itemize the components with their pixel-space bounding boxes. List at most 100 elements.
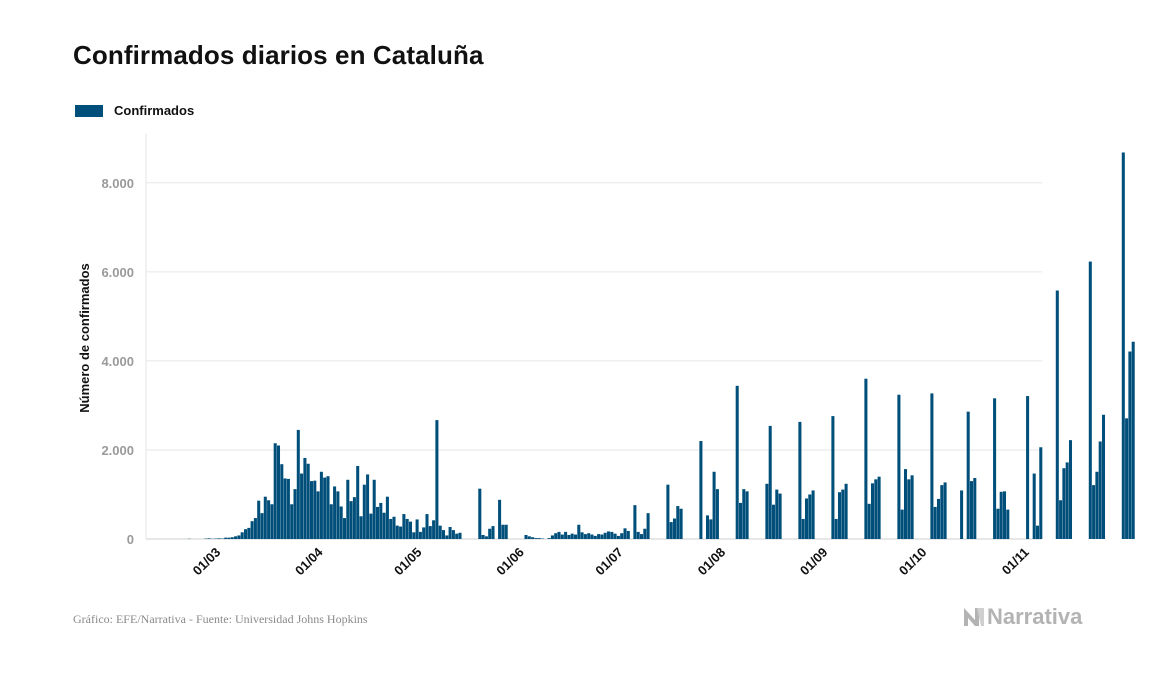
bar: [362, 484, 366, 539]
bar: [560, 534, 564, 539]
axis-layer: 0 2.000 4.000 6.000 8.000 01/03 01/04 01/05 01/0…: [101, 134, 1032, 579]
bar: [669, 522, 673, 539]
bar: [422, 527, 426, 539]
y-tick-label: 0: [127, 532, 134, 547]
bar: [583, 534, 587, 539]
bar: [577, 524, 581, 539]
bar: [313, 480, 317, 539]
bar: [610, 531, 614, 539]
bar: [633, 505, 637, 539]
bar: [1128, 351, 1132, 539]
bar: [623, 528, 627, 539]
bar: [356, 465, 360, 539]
bar: [369, 513, 373, 539]
bar: [870, 483, 875, 539]
bar: [554, 533, 558, 539]
bar: [392, 516, 396, 539]
bar: [831, 416, 835, 539]
bar: [709, 519, 713, 539]
bar: [903, 469, 908, 539]
bar: [441, 530, 446, 539]
bar: [900, 509, 904, 539]
bar: [676, 506, 680, 539]
bar: [247, 527, 251, 539]
bar: [864, 378, 868, 539]
bar: [504, 524, 508, 539]
bars-layer: [187, 152, 1135, 540]
bar: [395, 525, 399, 539]
y-axis-label: Número de confirmados: [77, 263, 92, 413]
bar: [936, 498, 941, 539]
bar: [798, 421, 802, 539]
bar: [207, 538, 211, 539]
bar: [801, 518, 805, 539]
bar: [257, 500, 261, 539]
bar: [234, 536, 238, 539]
bar: [672, 518, 677, 539]
bar: [907, 479, 911, 539]
bar: [270, 504, 274, 539]
bar: [1101, 414, 1106, 539]
bar: [280, 464, 284, 539]
bar: [300, 473, 304, 539]
bar: [1131, 341, 1135, 539]
bar: [402, 514, 406, 539]
bar: [293, 489, 297, 539]
bar: [227, 537, 231, 539]
bar: [550, 535, 554, 539]
bar: [1121, 152, 1125, 540]
bar: [372, 479, 376, 539]
bar: [484, 536, 488, 539]
bar: [639, 534, 644, 539]
legend-label-confirmados: Confirmados: [114, 103, 195, 118]
bar: [960, 490, 964, 539]
bar: [1092, 485, 1096, 539]
bar: [877, 476, 881, 539]
bar: [498, 499, 502, 539]
bar: [620, 533, 624, 539]
bar: [606, 531, 611, 539]
bar: [1065, 462, 1069, 539]
bar: [412, 532, 416, 539]
bar: [1039, 447, 1043, 539]
bar: [567, 534, 571, 539]
bar: [765, 483, 769, 539]
bar: [303, 457, 307, 539]
bar: [451, 530, 455, 539]
bar: [346, 479, 350, 539]
bar: [600, 534, 604, 539]
bar: [943, 482, 947, 539]
bar: [534, 538, 538, 539]
bar: [1002, 491, 1007, 539]
bar: [910, 475, 914, 539]
bar: [418, 531, 422, 539]
bar: [428, 526, 432, 539]
bar: [491, 526, 495, 539]
bar: [1068, 440, 1073, 539]
x-tick-label: 01/07: [592, 545, 626, 579]
bar: [966, 411, 970, 539]
bar: [874, 479, 878, 539]
bar: [323, 477, 327, 539]
bar: [385, 496, 389, 539]
bar: [593, 535, 597, 539]
x-tick-label: 01/10: [896, 545, 930, 579]
bar: [408, 521, 413, 539]
bar: [478, 488, 482, 539]
x-tick-label: 01/09: [797, 545, 831, 579]
bar: [286, 478, 290, 539]
bar: [933, 506, 937, 539]
bar: [626, 530, 630, 539]
bar: [969, 481, 974, 539]
x-tick-label: 01/08: [695, 545, 729, 579]
bar: [319, 471, 323, 539]
bar: [897, 394, 901, 539]
bar: [1088, 261, 1092, 539]
bar: [808, 494, 812, 539]
bar: [834, 518, 838, 539]
bar: [930, 393, 934, 539]
y-tick-label: 2.000: [101, 443, 134, 458]
chart-title: Confirmados diarios en Cataluña: [73, 40, 484, 70]
bar: [590, 534, 594, 539]
bar: [841, 489, 845, 539]
